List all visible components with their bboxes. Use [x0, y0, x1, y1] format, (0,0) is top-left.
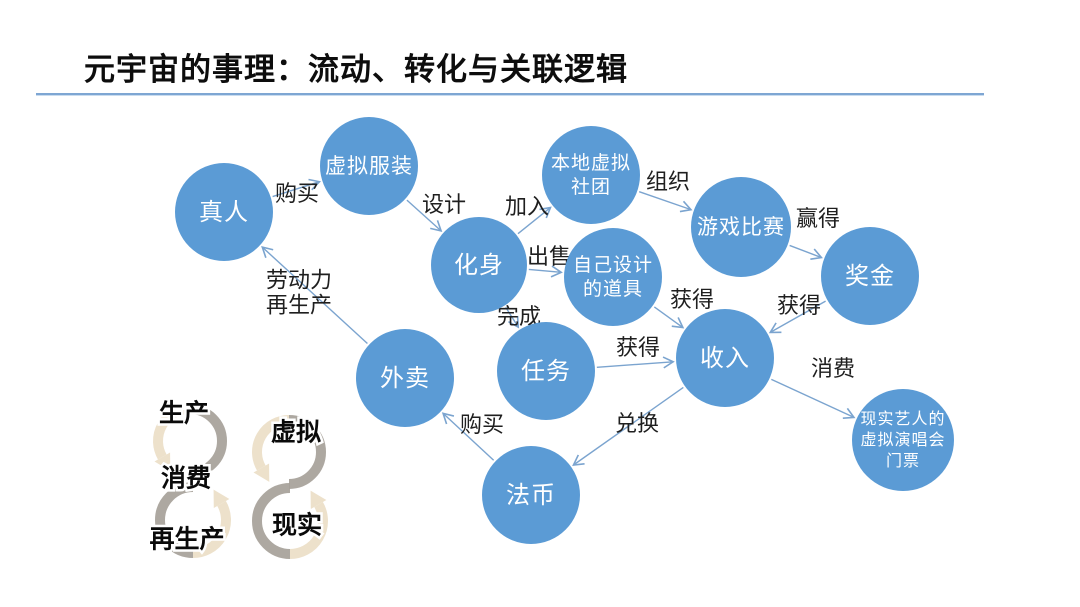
title-underline	[36, 93, 984, 96]
concert-ticket-label: 现实艺人的虚拟演唱会门票	[860, 410, 945, 470]
edge-arrow	[789, 244, 823, 260]
node-virtual-clothing: 虚拟服装	[320, 117, 418, 215]
virtual-clothing-label: 虚拟服装	[325, 155, 413, 178]
cycle-label-reality: 现实	[272, 511, 322, 540]
edge-arrow	[653, 306, 685, 329]
edge-prize-money-to-income: 获得	[768, 293, 826, 334]
task-label: 任务	[521, 358, 571, 385]
edge-arrow	[768, 300, 826, 334]
takeout-label: 外卖	[380, 365, 430, 392]
cycle-arrowhead-icon	[310, 490, 327, 509]
virtual-clothing-circle	[320, 117, 418, 215]
real-person-circle	[175, 163, 273, 261]
edge-self-designed-props-to-income: 获得	[653, 287, 714, 329]
takeout-circle	[356, 329, 454, 427]
edge-arrow	[572, 386, 684, 466]
cycle-arrowhead-icon	[213, 489, 230, 508]
edge-label: 购买	[460, 412, 504, 437]
local-virtual-club-label: 本地虚拟社团	[551, 152, 631, 198]
edge-label: 加入	[505, 194, 549, 219]
edge-label: 获得	[616, 335, 660, 360]
local-virtual-club-circle	[542, 126, 640, 224]
game-competition-circle	[691, 177, 791, 277]
cycle-label-virtual: 虚拟	[271, 419, 321, 447]
avatar-circle	[431, 217, 527, 313]
edge-arrow	[441, 412, 495, 461]
edge-label: 设计	[422, 192, 466, 217]
node-concert-ticket: 现实艺人的虚拟演唱会门票	[852, 389, 954, 491]
cycle-arrowhead-icon	[154, 452, 171, 471]
cycle-arrowhead-icon	[253, 463, 270, 482]
cycle-label-reproduction: 再生产	[149, 526, 224, 554]
edge-label: 消费	[811, 356, 855, 381]
cycle-label-production: 生产	[159, 400, 209, 428]
node-fiat-currency: 法币	[482, 446, 580, 544]
fiat-currency-label: 法币	[506, 482, 556, 509]
node-task: 任务	[497, 322, 595, 420]
edge-arrow	[505, 306, 520, 329]
income-label: 收入	[700, 345, 750, 372]
edge-label: 组织	[646, 169, 690, 194]
edge-label: 获得	[670, 287, 714, 312]
edge-label: 赢得	[796, 206, 840, 231]
edge-virtual-clothing-to-avatar: 设计	[406, 192, 466, 233]
page-title: 元宇宙的事理：流动、转化与关联逻辑	[84, 52, 628, 87]
edge-label: 购买	[275, 181, 319, 206]
fiat-currency-circle	[482, 446, 580, 544]
edge-income-to-fiat-currency: 兑换	[572, 386, 684, 466]
edge-avatar-to-self-designed-props: 出售	[527, 244, 571, 278]
edge-avatar-to-local-virtual-club: 加入	[505, 194, 552, 235]
edge-fiat-currency-to-takeout: 购买	[441, 412, 504, 461]
real-person-label: 真人	[199, 199, 249, 226]
cycle-label-consumption: 消费	[161, 465, 211, 493]
edge-label: 劳动力再生产	[266, 267, 332, 317]
edge-arrow	[261, 246, 368, 345]
task-circle	[497, 322, 595, 420]
game-competition-label: 游戏比赛	[697, 216, 785, 239]
edge-arrow	[596, 356, 675, 369]
prize-money-label: 奖金	[845, 263, 895, 290]
self-designed-props-circle	[564, 228, 662, 326]
edge-arrow	[528, 265, 563, 278]
node-real-person: 真人	[175, 163, 273, 261]
edge-arrow	[638, 191, 693, 213]
income-circle	[676, 309, 774, 407]
edge-arrow	[406, 199, 443, 233]
edge-local-virtual-club-to-game-competition: 组织	[638, 169, 693, 213]
concert-ticket-circle	[852, 389, 954, 491]
node-avatar: 化身	[431, 217, 527, 313]
edge-arrow	[771, 378, 856, 420]
edge-real-person-to-virtual-clothing: 购买	[272, 178, 322, 206]
prize-money-circle	[821, 227, 919, 325]
node-income: 收入	[676, 309, 774, 407]
edge-task-to-income: 获得	[596, 335, 675, 369]
edge-income-to-concert-ticket: 消费	[771, 356, 856, 420]
edge-label: 兑换	[615, 411, 659, 436]
edge-label: 出售	[527, 244, 571, 269]
node-takeout: 外卖	[356, 329, 454, 427]
node-self-designed-props: 自己设计的道具	[564, 228, 662, 326]
edge-label: 获得	[777, 293, 821, 318]
self-designed-props-label: 自己设计的道具	[573, 254, 653, 300]
node-game-competition: 游戏比赛	[691, 177, 791, 277]
edge-takeout-to-real-person: 劳动力再生产	[261, 246, 368, 345]
edge-arrow	[517, 206, 552, 235]
edge-arrow	[272, 178, 322, 198]
edge-game-competition-to-prize-money: 赢得	[789, 206, 840, 260]
avatar-label: 化身	[454, 252, 504, 279]
node-local-virtual-club: 本地虚拟社团	[542, 126, 640, 224]
node-prize-money: 奖金	[821, 227, 919, 325]
